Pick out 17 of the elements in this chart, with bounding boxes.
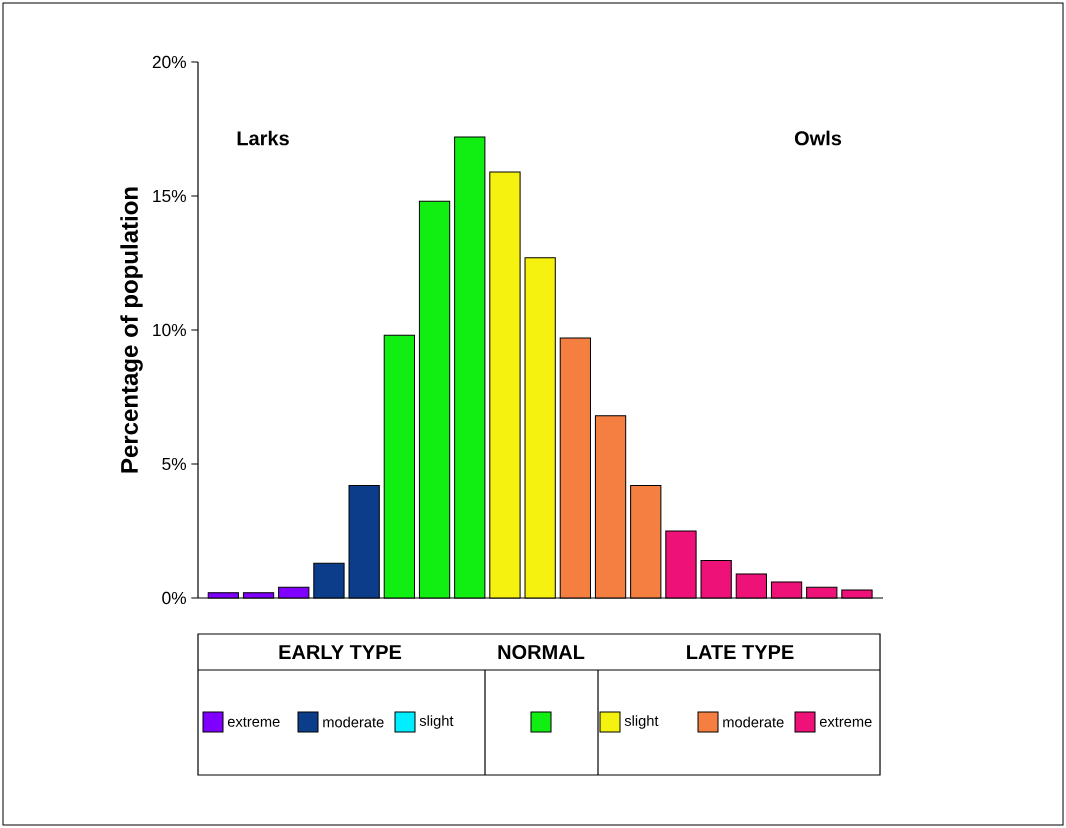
text: LATE TYPE — [687, 645, 794, 659]
y-tick-label: 15% — [153, 189, 187, 203]
text: EARLY TYPE — [279, 645, 402, 659]
legend-label: moderate — [723, 716, 784, 728]
legend-label: extreme — [819, 717, 872, 727]
legend-label: moderate — [323, 716, 384, 728]
y-tick-label: 0% — [162, 591, 187, 605]
y-axis-title: Percentage of population — [120, 187, 143, 473]
annotation: Larks — [237, 130, 289, 146]
text: NORMAL — [498, 644, 585, 660]
y-tick-label: 5% — [162, 457, 187, 471]
legend-label: slight — [419, 715, 454, 729]
legend-label: extreme — [227, 717, 280, 727]
annotation: Owls — [794, 130, 842, 146]
y-tick-label: 10% — [153, 323, 187, 337]
y-tick-label: 20% — [152, 55, 187, 69]
legend-label: slight — [624, 715, 659, 729]
